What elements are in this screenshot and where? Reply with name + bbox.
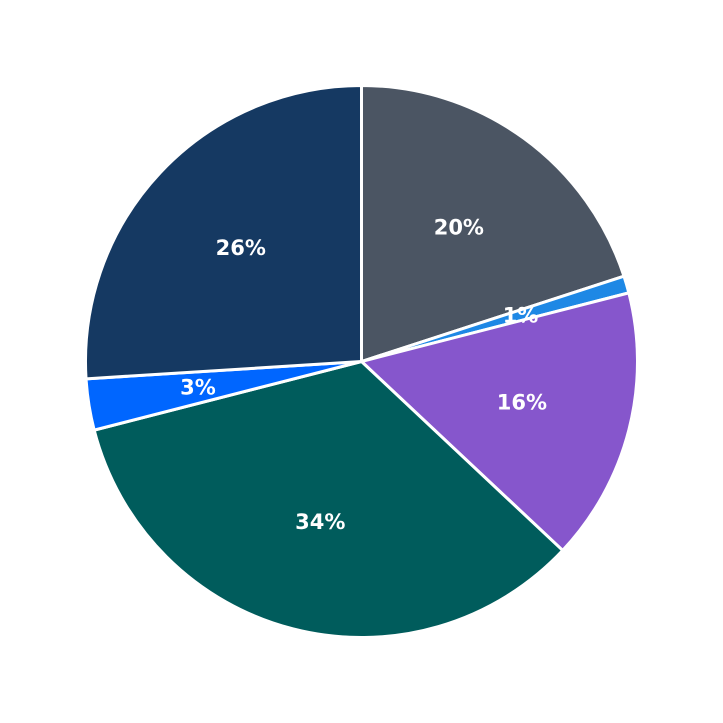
pie-labels: 20% 1% 16% 34% 3% 26%	[180, 216, 547, 534]
pie-slice-label-1: 1%	[503, 303, 539, 327]
pie-slice-3	[92, 360, 565, 639]
pie-slice-label-4: 3%	[180, 375, 216, 399]
pie-slice-0	[360, 84, 626, 363]
pie-slice-label-5: 26%	[216, 236, 266, 260]
pie-slice-5	[84, 84, 363, 381]
pie-slice-label-2: 16%	[497, 391, 547, 415]
pie-slice-label-0: 20%	[434, 216, 484, 240]
pie-slice-label-3: 34%	[295, 510, 345, 534]
pie-slice-2	[360, 291, 639, 552]
pie-slices	[84, 84, 639, 639]
